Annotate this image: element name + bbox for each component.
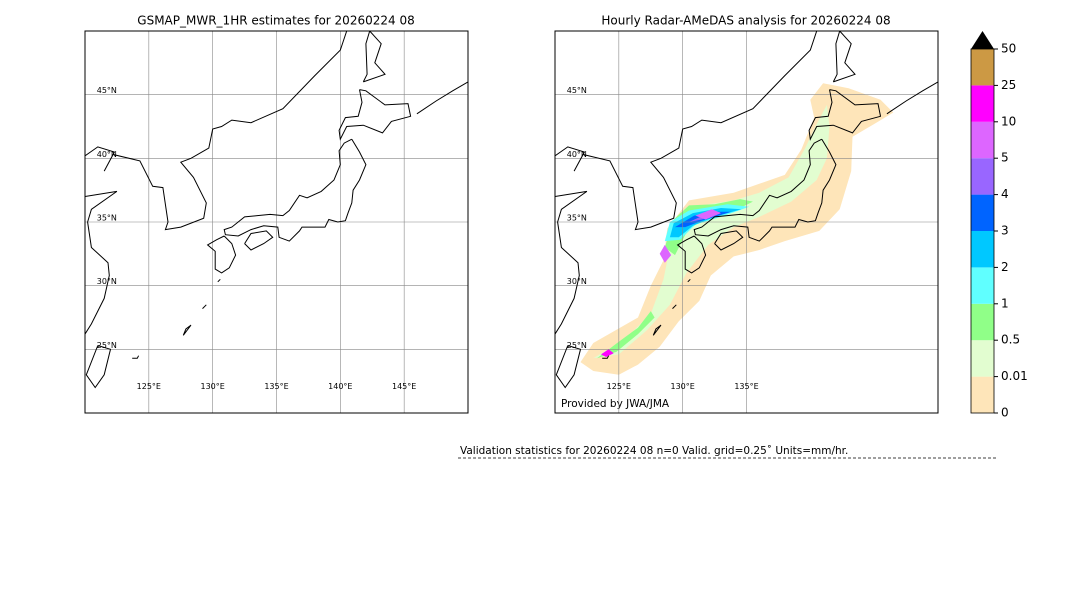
precip-area (695, 209, 721, 220)
lat-label: 45°N (97, 86, 117, 95)
colorbar-bin (971, 49, 994, 86)
lat-label: 25°N (97, 341, 117, 350)
colorbar-label: 50 (1001, 42, 1016, 56)
coastline (555, 345, 582, 389)
lon-label: 145°E (392, 382, 416, 391)
coastline (132, 355, 140, 359)
panel-title: GSMAP_MWR_1HR estimates for 20260224 08 (137, 14, 414, 28)
colorbar-extend (971, 31, 994, 49)
lon-label: 130°E (671, 382, 695, 391)
precip-area (597, 311, 655, 359)
map-panel: 125°E 130°E 135°E 140°E 145°E 25°N 30°N 35°N 40°… (84, 30, 469, 414)
colorbar-bin (971, 121, 994, 159)
map-panel: 125°E 130°E 135°E 25°N 30°N 35°N 40°N 45°N (554, 30, 939, 414)
colorbar-bin (971, 376, 994, 413)
lon-label: 140°E (328, 382, 352, 391)
coastline (85, 345, 112, 389)
coastline (676, 235, 707, 274)
colorbar-label: 25 (1001, 78, 1016, 92)
precip-area (669, 208, 742, 238)
coastline (416, 81, 468, 115)
precip-area (675, 211, 732, 228)
coastline (223, 138, 367, 242)
map-frame (84, 30, 469, 414)
coastline (693, 138, 837, 242)
lat-label: 35°N (567, 214, 587, 223)
lat-label: 30°N (567, 277, 587, 286)
coastline (244, 230, 274, 251)
precip-area (664, 204, 750, 242)
coastline (217, 278, 221, 283)
coastline (714, 230, 744, 251)
map-frame (554, 30, 939, 414)
coastline (602, 355, 610, 359)
colorbar-label: 1 (1001, 296, 1009, 310)
lon-label: 130°E (201, 382, 225, 391)
lon-label: 135°E (734, 382, 758, 391)
colorbar-bin (971, 85, 994, 122)
lon-label: 125°E (607, 382, 631, 391)
precip-area (593, 104, 830, 359)
lon-label: 125°E (137, 382, 161, 391)
coastline (687, 278, 691, 283)
colorbar-label: 2 (1001, 260, 1009, 274)
coastline (652, 324, 662, 336)
coastline (362, 31, 386, 83)
precip-area (659, 244, 672, 263)
credit: Provided by JWA/JMA (561, 398, 670, 410)
validation-text: Validation statistics for 20260224 08 n=… (460, 445, 848, 457)
coastline (202, 304, 207, 309)
lat-label: 40°N (97, 150, 117, 159)
lat-label: 40°N (567, 150, 587, 159)
lat-label: 35°N (97, 214, 117, 223)
colorbar-label: 4 (1001, 187, 1009, 201)
precip-area (601, 349, 614, 357)
coastline (85, 31, 348, 231)
lon-label: 135°E (264, 382, 288, 391)
coastline (832, 31, 856, 83)
colorbar-bin (971, 194, 994, 231)
coastline (338, 89, 412, 141)
colorbar-label: 5 (1001, 151, 1009, 165)
colorbar-bin (971, 231, 994, 268)
colorbar-bin (971, 267, 994, 304)
coastline (555, 190, 588, 335)
lat-label: 30°N (97, 277, 117, 286)
colorbar-label: 3 (1001, 224, 1009, 238)
coastline (886, 81, 938, 115)
colorbar-bin (971, 158, 994, 195)
map-area (85, 31, 468, 413)
lat-label: 25°N (567, 341, 587, 350)
coastline (85, 190, 118, 335)
coastline (808, 89, 882, 141)
colorbar-label: 0 (1001, 406, 1009, 420)
precip-area (580, 83, 894, 375)
panel-title: Hourly Radar-AMeDAS analysis for 2026022… (601, 14, 890, 28)
lat-label: 45°N (567, 86, 587, 95)
coastline (206, 235, 237, 274)
colorbar-bin (971, 303, 994, 341)
coastline (672, 304, 677, 309)
colorbar-label: 0.01 (1001, 369, 1028, 383)
colorbar-bin (971, 340, 994, 377)
colorbar-label: 10 (1001, 114, 1016, 128)
coastline (555, 31, 818, 231)
colorbar-label: 0.5 (1001, 333, 1020, 347)
map-area (555, 31, 938, 413)
coastline (182, 324, 192, 336)
